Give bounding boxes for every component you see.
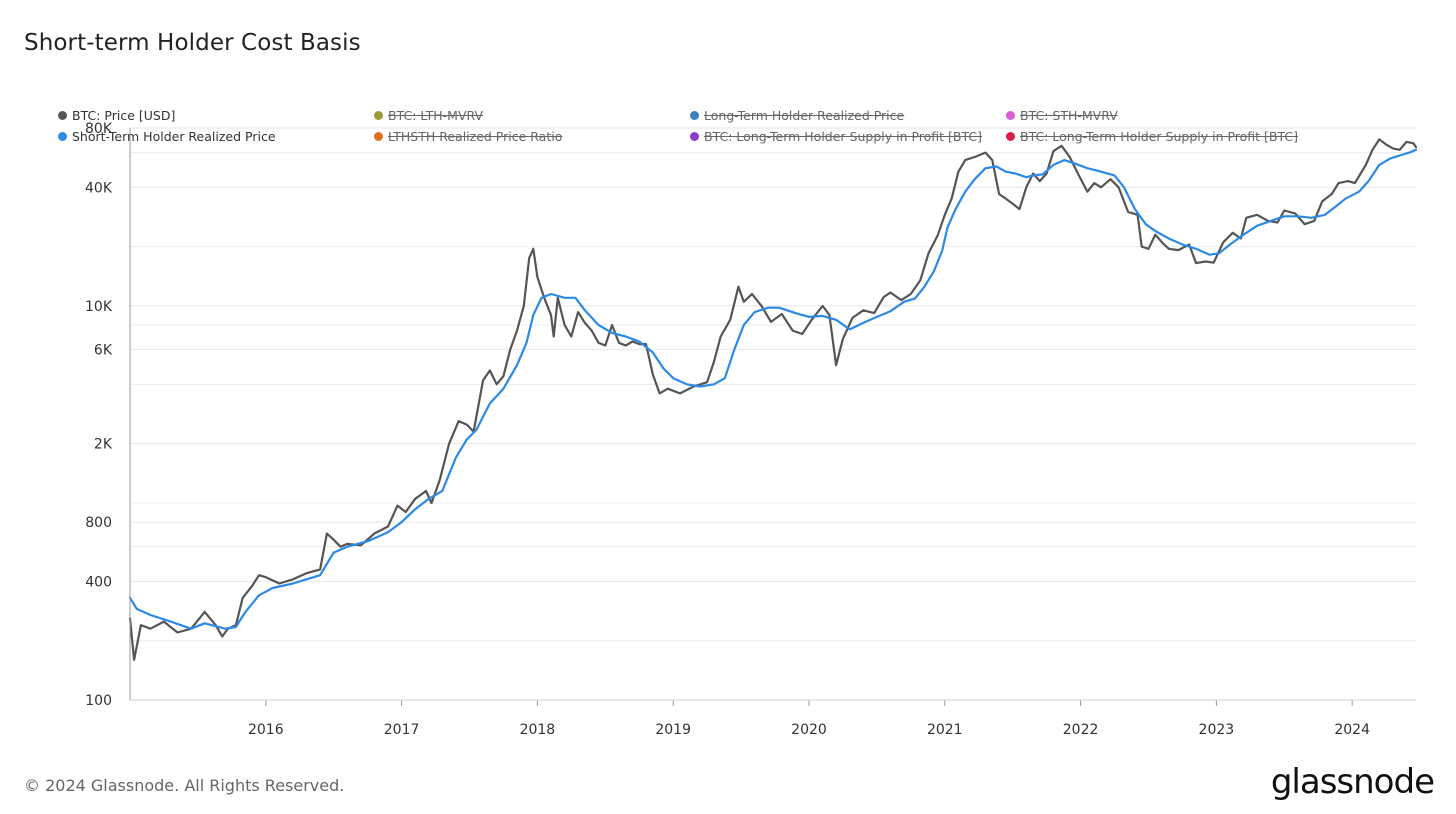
y-tick-label: 10K xyxy=(85,299,113,315)
legend-label: BTC: Long-Term Holder Supply in Profit [… xyxy=(1020,129,1299,144)
series-lines xyxy=(128,138,1418,661)
legend-dot-icon xyxy=(690,111,699,120)
legend-dot-icon xyxy=(1006,111,1015,120)
x-tick-label: 2020 xyxy=(791,722,827,738)
x-tick-label: 2024 xyxy=(1334,722,1370,738)
legend-label: BTC: LTH-MVRV xyxy=(388,108,484,123)
chart-title: Short-term Holder Cost Basis xyxy=(24,30,361,56)
legend-item-lth-supply-profit-2[interactable]: BTC: Long-Term Holder Supply in Profit [… xyxy=(1006,129,1298,144)
x-tick-label: 2023 xyxy=(1199,722,1235,738)
y-tick-label: 2K xyxy=(94,437,113,453)
legend-item-lth-realized-price[interactable]: Long-Term Holder Realized Price xyxy=(690,108,904,123)
chart-legend: BTC: Price [USD] BTC: LTH-MVRV Long-Term… xyxy=(58,108,1418,148)
legend-dot-icon xyxy=(58,132,67,141)
x-tick-label: 2021 xyxy=(927,722,963,738)
btc-price-line xyxy=(128,138,1418,661)
grid-lines xyxy=(130,127,1416,701)
legend-label: BTC: Long-Term Holder Supply in Profit [… xyxy=(704,129,983,144)
legend-label: Short-Term Holder Realized Price xyxy=(72,129,276,144)
legend-item-lth-mvrv[interactable]: BTC: LTH-MVRV xyxy=(374,108,483,123)
legend-item-btc-price[interactable]: BTC: Price [USD] xyxy=(58,108,175,123)
x-tick-label: 2022 xyxy=(1063,722,1099,738)
legend-item-sth-mvrv[interactable]: BTC: STH-MVRV xyxy=(1006,108,1118,123)
x-tick-label: 2019 xyxy=(655,722,691,738)
legend-dot-icon xyxy=(58,111,67,120)
x-tick-label: 2018 xyxy=(520,722,556,738)
legend-dot-icon xyxy=(374,132,383,141)
y-axis-ticks: 100 400 800 2K 6K 10K 40K 80K xyxy=(85,121,113,709)
legend-item-lthsth-ratio[interactable]: LTHSTH Realized Price Ratio xyxy=(374,129,562,144)
x-axis-ticks: 2016 2017 2018 2019 2020 2021 2022 2023 2024 xyxy=(130,699,1416,738)
x-tick-label: 2016 xyxy=(248,722,284,738)
legend-item-sth-realized-price[interactable]: Short-Term Holder Realized Price xyxy=(58,129,276,144)
legend-dot-icon xyxy=(690,132,699,141)
y-tick-label: 6K xyxy=(94,343,113,359)
copyright-text: © 2024 Glassnode. All Rights Reserved. xyxy=(24,776,345,795)
y-tick-label: 80K xyxy=(85,121,113,137)
legend-item-lth-supply-profit-1[interactable]: BTC: Long-Term Holder Supply in Profit [… xyxy=(690,129,982,144)
legend-label: Long-Term Holder Realized Price xyxy=(704,108,905,123)
sth-realized-price-line xyxy=(128,148,1418,630)
x-tick-label: 2017 xyxy=(384,722,420,738)
y-tick-label: 40K xyxy=(85,180,113,196)
glassnode-logo[interactable]: glassnode xyxy=(1270,762,1435,802)
legend-label: LTHSTH Realized Price Ratio xyxy=(388,129,563,144)
legend-label: BTC: Price [USD] xyxy=(72,108,176,123)
legend-dot-icon xyxy=(374,111,383,120)
y-tick-label: 100 xyxy=(85,693,112,709)
legend-dot-icon xyxy=(1006,132,1015,141)
y-tick-label: 800 xyxy=(85,515,112,531)
y-tick-label: 400 xyxy=(85,574,112,590)
legend-label: BTC: STH-MVRV xyxy=(1020,108,1118,123)
